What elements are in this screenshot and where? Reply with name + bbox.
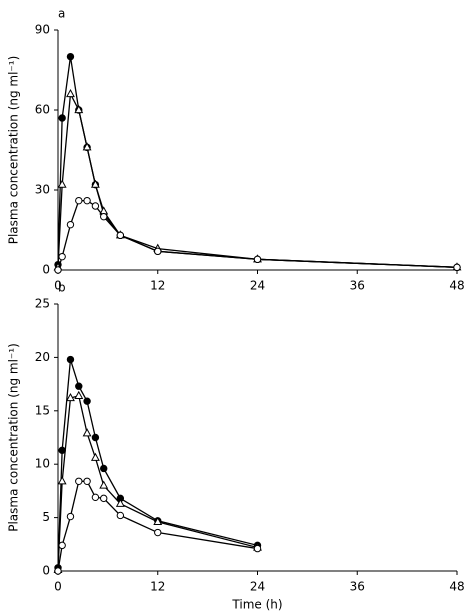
marker	[453, 263, 461, 272]
marker	[66, 220, 75, 229]
x-tick-label: 24	[250, 279, 265, 293]
x-tick-label: 36	[350, 279, 365, 293]
marker	[253, 255, 262, 264]
y-axis-label: Plasma concentration (ng ml⁻¹)	[7, 56, 21, 245]
x-tick-label: 0	[54, 279, 62, 293]
marker	[100, 494, 108, 503]
series-line	[57, 91, 458, 268]
marker	[116, 231, 125, 240]
x-tick-label: 36	[350, 580, 365, 594]
x-tick-label: 0	[54, 580, 62, 594]
marker	[54, 266, 62, 274]
marker	[153, 516, 163, 525]
marker	[58, 541, 66, 550]
marker	[100, 212, 108, 221]
marker	[74, 104, 84, 114]
y-tick-label: 30	[35, 183, 50, 197]
x-tick-label: 48	[449, 279, 464, 293]
marker	[90, 452, 100, 461]
x-tick-label: 12	[150, 279, 165, 293]
y-tick-label: 0	[42, 564, 50, 578]
x-tick-label: 12	[150, 580, 165, 594]
marker	[253, 544, 262, 553]
marker	[83, 397, 91, 405]
marker	[57, 476, 67, 485]
marker	[75, 196, 83, 205]
marker	[82, 142, 92, 151]
series-line	[57, 359, 258, 568]
marker	[154, 247, 162, 256]
marker	[91, 433, 100, 442]
marker	[83, 477, 91, 485]
y-tick-label: 90	[35, 23, 50, 37]
panel-label: a	[58, 7, 65, 21]
marker	[66, 355, 75, 364]
marker	[91, 202, 100, 210]
marker	[66, 88, 75, 98]
y-tick-label: 25	[35, 297, 50, 311]
y-tick-label: 60	[35, 103, 50, 117]
marker	[58, 252, 66, 261]
marker	[154, 528, 162, 537]
y-axis-label: Plasma concentration (ng ml⁻¹)	[7, 343, 21, 532]
marker	[66, 392, 75, 402]
y-tick-label: 5	[42, 510, 50, 524]
marker	[57, 179, 67, 188]
series-line	[57, 480, 258, 572]
marker	[58, 114, 66, 122]
y-tick-label: 0	[42, 263, 50, 277]
panel-label: b	[58, 281, 66, 295]
series-line	[57, 395, 258, 570]
y-tick-label: 20	[35, 350, 50, 364]
y-tick-label: 15	[35, 403, 50, 417]
marker	[91, 493, 100, 502]
marker	[99, 480, 109, 489]
marker	[82, 428, 92, 437]
marker	[66, 512, 75, 521]
marker	[83, 196, 91, 205]
marker	[100, 464, 108, 473]
marker	[115, 498, 125, 507]
marker	[90, 179, 100, 188]
x-tick-label: 24	[250, 580, 265, 594]
y-tick-label: 10	[35, 457, 50, 471]
marker	[66, 52, 75, 61]
x-axis-label: Time (h)	[231, 598, 282, 612]
marker	[74, 390, 84, 399]
marker	[75, 382, 83, 390]
marker	[75, 477, 83, 485]
marker	[116, 511, 125, 520]
x-tick-label: 48	[449, 580, 464, 594]
marker	[54, 567, 62, 575]
